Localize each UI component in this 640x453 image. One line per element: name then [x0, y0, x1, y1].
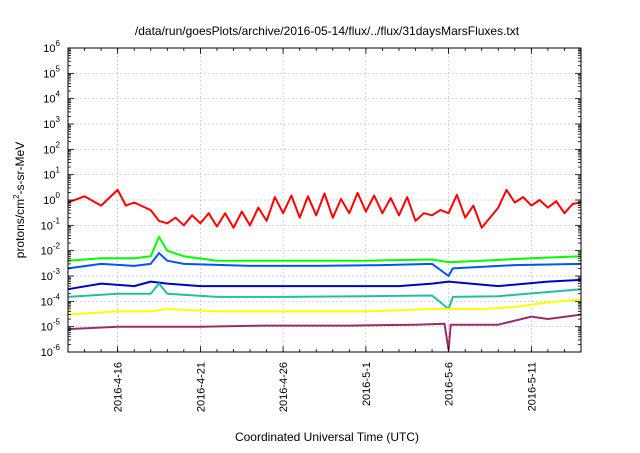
y-tick-base: 10	[43, 119, 55, 131]
y-tick-exp: -4	[53, 292, 61, 301]
y-tick-base: 10	[41, 347, 53, 359]
series-line-2	[67, 235, 582, 264]
series-line-4	[67, 278, 582, 291]
y-tick-exp: -1	[53, 216, 61, 225]
y-tick-exp: 6	[56, 39, 61, 48]
x-tick-label: 2016-4-21	[195, 362, 207, 412]
y-tick-labels: 10610510410310210110010-110-210-310-410-…	[41, 39, 61, 359]
y-tick-exp: 1	[56, 166, 61, 175]
y-tick-base: 10	[43, 195, 55, 207]
x-tick-label: 2016-5-1	[361, 362, 373, 406]
y-tick-base: 10	[43, 170, 55, 182]
y-axis-label: protons/cm2-s-sr-MeV	[12, 142, 27, 258]
y-tick-label: 102	[43, 140, 60, 156]
series-line-7	[67, 313, 582, 351]
x-tick-label: 2016-4-26	[278, 362, 290, 412]
y-tick-base: 10	[41, 322, 53, 334]
y-tick-label: 100	[43, 191, 60, 207]
y-tick-base: 10	[43, 43, 55, 55]
y-tick-label: 10-1	[41, 216, 61, 232]
y-tick-label: 106	[43, 39, 60, 55]
series-line-3	[67, 252, 582, 277]
y-tick-label: 103	[43, 115, 60, 131]
y-tick-base: 10	[41, 296, 53, 308]
x-tick-label: 2016-5-6	[444, 362, 456, 406]
y-tick-base: 10	[43, 68, 55, 80]
series-line-6	[67, 298, 582, 316]
y-tick-label: 104	[43, 90, 60, 106]
y-tick-base: 10	[41, 246, 53, 258]
x-tick-labels: 2016-4-16 2016-4-21 2016-4-26 2016-5-1 2016-…	[113, 362, 539, 412]
chart-title: /data/run/goesPlots/archive/2016-05-14/f…	[135, 24, 520, 38]
x-tick-label: 2016-4-16	[113, 362, 125, 412]
y-tick-exp: 2	[56, 140, 61, 149]
y-tick-exp: -6	[53, 343, 61, 352]
y-tick-label: 10-2	[41, 242, 61, 258]
series-line-1	[67, 188, 582, 229]
y-tick-exp: -2	[53, 242, 61, 251]
x-axis-label: Coordinated Universal Time (UTC)	[235, 430, 419, 444]
y-tick-base: 10	[43, 94, 55, 106]
y-tick-base: 10	[41, 220, 53, 232]
y-tick-exp: 0	[56, 191, 61, 200]
y-tick-label: 105	[43, 64, 60, 80]
y-tick-exp: -3	[53, 267, 61, 276]
y-tick-label: 10-5	[41, 318, 61, 334]
y-tick-exp: 4	[56, 90, 61, 99]
y-axis-label-sup: 2	[12, 194, 21, 199]
y-axis-label-base: protons/cm	[13, 199, 27, 258]
plot-frame	[67, 47, 582, 353]
y-axis-label-rest: -s-sr-MeV	[13, 142, 27, 195]
grid	[68, 48, 581, 352]
y-tick-label: 101	[43, 166, 60, 182]
y-tick-base: 10	[43, 144, 55, 156]
y-tick-exp: 5	[56, 64, 61, 73]
y-tick-label: 10-6	[41, 343, 61, 359]
x-tick-label: 2016-5-11	[526, 362, 538, 411]
y-tick-label: 10-3	[41, 267, 61, 283]
series-group	[67, 188, 582, 351]
y-tick-exp: 3	[56, 115, 61, 124]
y-tick-base: 10	[41, 271, 53, 283]
y-tick-exp: -5	[53, 318, 61, 327]
series-line-5	[67, 282, 582, 310]
y-tick-label: 10-4	[41, 292, 61, 308]
